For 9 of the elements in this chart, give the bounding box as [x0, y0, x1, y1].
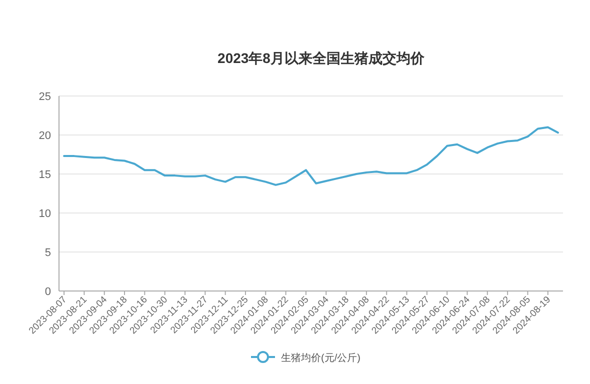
y-tick-label: 25	[38, 91, 51, 103]
y-tick-label: 5	[44, 247, 51, 259]
line-series	[63, 126, 559, 186]
legend-label: 生猪均价(元/公斤)	[281, 352, 360, 364]
y-tick-label: 10	[38, 208, 51, 220]
y-tick-label: 0	[44, 286, 51, 298]
y-tick-label: 20	[38, 130, 51, 142]
y-tick-label: 15	[38, 169, 51, 181]
chart-title: 2023年8月以来全国生猪成交均价	[218, 50, 426, 66]
